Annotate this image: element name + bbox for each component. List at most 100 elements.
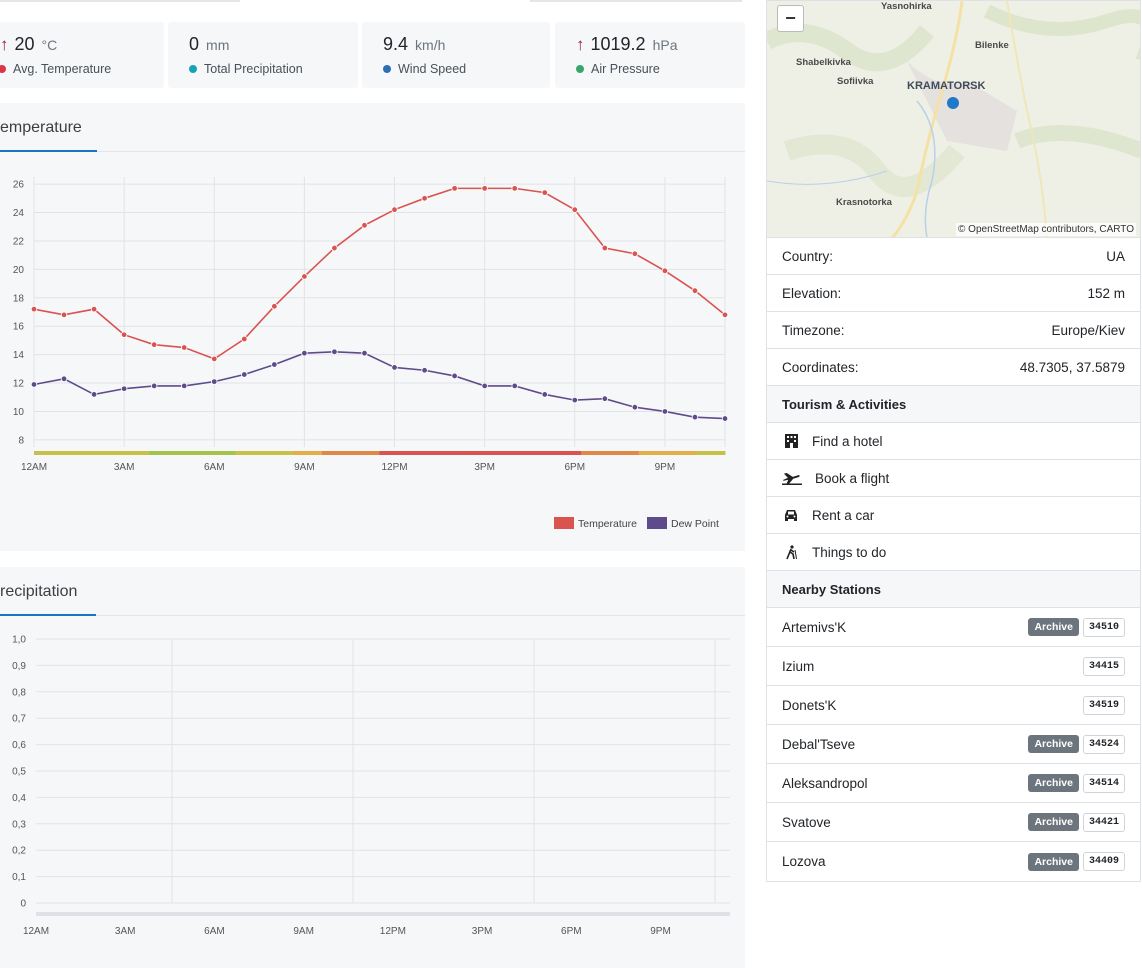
station-name[interactable]: Lozova	[782, 854, 826, 869]
station-row[interactable]: Izium 34415	[767, 647, 1140, 686]
tourism-item-flight[interactable]: Book a flight	[767, 460, 1140, 497]
pressure-dot-icon	[576, 65, 584, 73]
station-id-badge: 34415	[1082, 656, 1125, 676]
tourism-item-car[interactable]: Rent a car	[767, 497, 1140, 534]
tourism-item-things[interactable]: Things to do	[767, 534, 1140, 571]
data-point	[481, 185, 488, 192]
station-info-list: Country: UA Elevation: 152 m Timezone: Euro…	[766, 237, 1141, 882]
data-point	[181, 382, 188, 390]
data-point	[571, 206, 578, 213]
stat-value: 0	[189, 34, 200, 54]
station-row[interactable]: Artemivs'K Archive 34510	[767, 608, 1140, 647]
data-point	[661, 408, 669, 415]
station-row[interactable]: Aleksandropol Archive 34514	[767, 764, 1140, 803]
y-tick-label: 12	[13, 379, 25, 390]
y-tick-label: 24	[13, 208, 25, 219]
data-point	[271, 303, 278, 310]
archive-badge[interactable]: Archive	[1028, 735, 1079, 753]
precipitation-panel: recipitation	[0, 567, 745, 968]
y-tick-label: 0,7	[12, 714, 26, 725]
data-point	[30, 381, 38, 388]
station-row[interactable]: Svatove Archive 34421	[767, 803, 1140, 842]
data-point	[60, 375, 68, 382]
x-tick-label: 12PM	[381, 462, 407, 473]
map-attribution[interactable]: © OpenStreetMap contributors, CARTO	[956, 223, 1136, 236]
x-tick-label: 9PM	[655, 462, 676, 473]
data-point	[421, 367, 428, 374]
data-point	[481, 382, 488, 390]
y-tick-label: 26	[13, 180, 25, 191]
panel-divider	[96, 615, 745, 616]
temperature-strip-segment	[696, 451, 726, 455]
temperature-strip-segment	[149, 451, 179, 455]
map-label-sofiivka: Sofiivka	[837, 76, 874, 87]
station-name[interactable]: Artemivs'K	[782, 619, 847, 635]
data-point	[120, 385, 128, 392]
x-tick-label: 3PM	[474, 462, 495, 473]
temperature-strip-segment	[206, 451, 237, 455]
y-tick-label: 18	[13, 293, 25, 304]
info-value: Europe/Kiev	[1051, 322, 1125, 338]
y-tick-label: 0,1	[12, 872, 26, 883]
station-name[interactable]: Aleksandropol	[782, 775, 868, 791]
tab-temperature[interactable]: emperature	[0, 119, 82, 136]
info-key: Timezone:	[782, 322, 845, 338]
y-tick-label: 0,4	[12, 793, 26, 804]
station-name[interactable]: Debal'Tseve	[782, 736, 856, 752]
zoom-out-button[interactable]: −	[777, 5, 804, 32]
data-point	[391, 364, 398, 371]
archive-badge[interactable]: Archive	[1028, 813, 1079, 831]
precipitation-baseline	[36, 912, 730, 916]
archive-badge[interactable]: Archive	[1028, 852, 1079, 871]
temperature-strip-segment	[437, 451, 467, 455]
stat-label: Total Precipitation	[204, 62, 303, 76]
tourism-item-hotel[interactable]: Find a hotel	[767, 423, 1140, 460]
station-name[interactable]: Izium	[782, 658, 815, 674]
data-point	[120, 331, 128, 338]
tourism-item-label: Rent a car	[812, 507, 875, 523]
station-name[interactable]: Svatove	[782, 814, 831, 830]
map-label-krasnotorka: Krasnotorka	[836, 197, 892, 208]
data-point	[241, 371, 248, 378]
x-tick-label: 9PM	[650, 926, 671, 937]
station-id-badge: 34514	[1082, 773, 1125, 793]
data-point	[211, 355, 218, 363]
station-id-badge: 34409	[1082, 852, 1125, 871]
station-row[interactable]: Lozova Archive 34409	[767, 842, 1140, 881]
y-tick-label: 0,3	[12, 819, 26, 830]
info-row-country: Country: UA	[767, 238, 1140, 275]
x-tick-label: 6PM	[565, 462, 586, 473]
temperature-strip-segment	[235, 451, 265, 455]
stat-value: 1019.2	[590, 34, 646, 54]
station-row[interactable]: Donets'K 34519	[767, 686, 1140, 725]
station-id-badge: 34510	[1082, 617, 1125, 637]
tab-active-underline	[0, 614, 96, 616]
data-point	[331, 244, 338, 252]
temperature-strip-segment	[293, 451, 323, 455]
data-point	[451, 185, 458, 192]
x-tick-label: 6AM	[204, 462, 225, 473]
series-line-dew-point	[33, 350, 726, 420]
data-point	[30, 305, 38, 313]
data-point	[421, 195, 428, 202]
x-tick-label: 6AM	[204, 926, 225, 937]
stat-unit: km/h	[415, 37, 446, 53]
station-name[interactable]: Donets'K	[782, 697, 837, 713]
map-tiles	[767, 1, 1140, 237]
station-row[interactable]: Debal'Tseve Archive 34524	[767, 725, 1140, 764]
station-id-badge: 34524	[1082, 734, 1125, 754]
tab-precipitation[interactable]: recipitation	[0, 583, 78, 600]
y-tick-label: 0,6	[12, 740, 26, 751]
archive-badge[interactable]: Archive	[1028, 774, 1079, 792]
hiking-icon	[782, 544, 800, 560]
data-point	[571, 396, 578, 404]
archive-badge[interactable]: Archive	[1028, 618, 1079, 636]
temperature-strip-segment	[321, 451, 352, 455]
data-point	[601, 395, 609, 402]
y-tick-label: 14	[13, 350, 25, 361]
stat-unit: hPa	[652, 37, 678, 53]
data-point	[541, 391, 548, 398]
data-point	[661, 267, 669, 274]
temperature-strip-segment	[379, 451, 409, 455]
station-map[interactable]: − Yasnohirka Bilenke Shabelkivka Sofiivk…	[766, 0, 1141, 237]
